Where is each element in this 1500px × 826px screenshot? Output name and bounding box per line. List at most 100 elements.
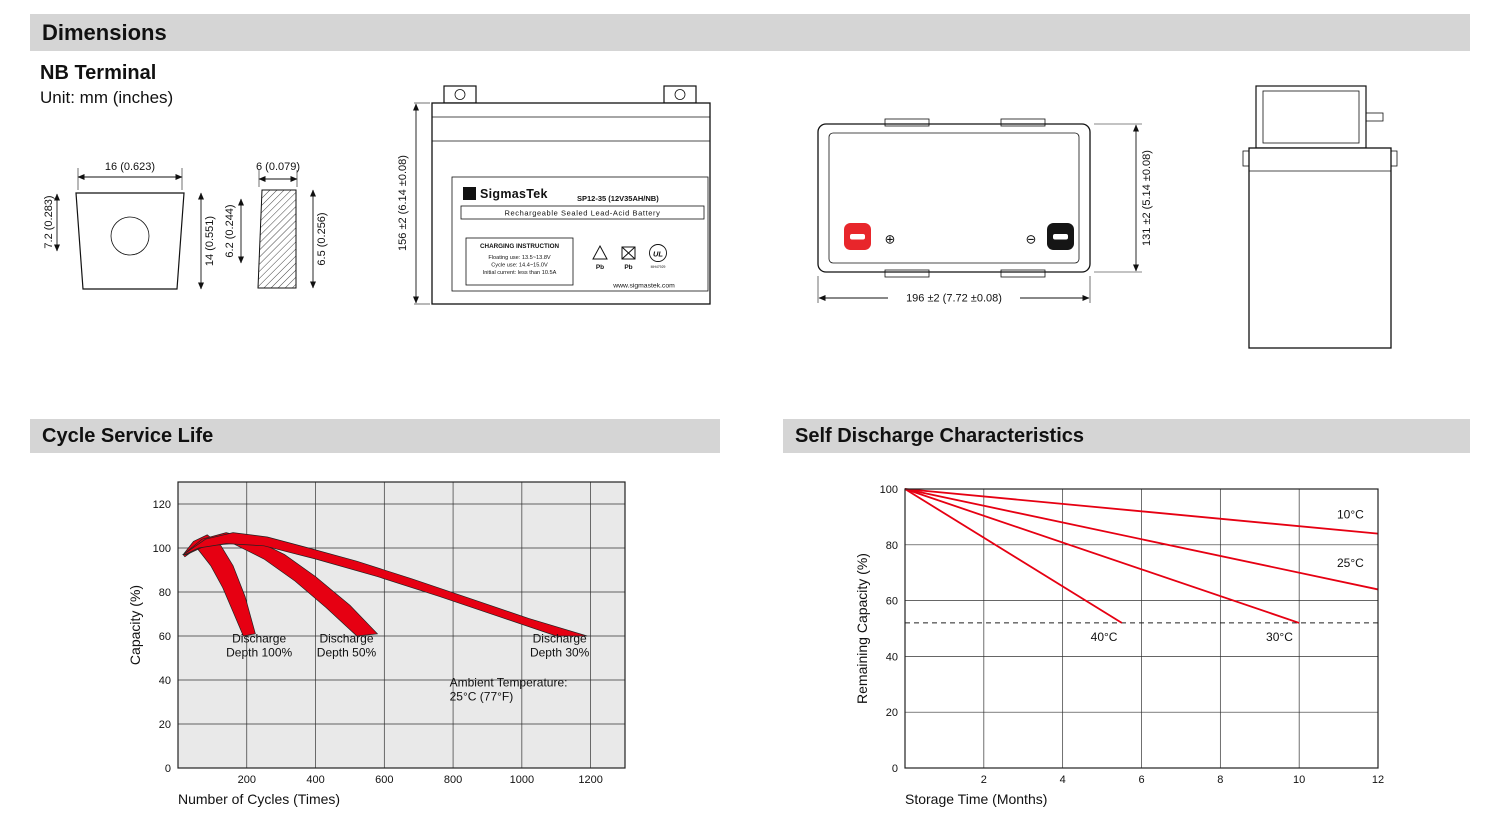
- x-tick-label: 200: [238, 774, 256, 786]
- charging-line-3: Initial current: less than 10.5A: [483, 270, 557, 276]
- x-tick-label: 12: [1372, 774, 1384, 786]
- charging-title: CHARGING INSTRUCTION: [480, 243, 560, 250]
- self-discharge-chart: 2 4 6 8 10 12 0 20 40 60 80 100 10°C 25°C 30°C 40°C Stor…: [854, 484, 1384, 807]
- battery-depth-label: 131 ±2 (5.14 ±0.08): [1141, 150, 1153, 246]
- battery-height-label: 156 ±2 (6.14 ±0.08): [397, 155, 409, 251]
- series-line: [904, 488, 1379, 591]
- ul-mark-icon: UL MH47929: [649, 244, 667, 269]
- terminal-hole: [110, 216, 150, 256]
- discharge-band: [182, 534, 256, 637]
- battery-body: [431, 102, 711, 305]
- x-tick-label: 6: [1138, 774, 1144, 786]
- svg-text:Pb: Pb: [596, 264, 604, 271]
- y-tick-label: 40: [159, 675, 171, 687]
- chart-annotation: Discharge: [319, 632, 373, 646]
- cycle-service-life-header: Cycle Service Life: [30, 419, 720, 453]
- y-tick-label: 40: [886, 651, 898, 663]
- chart-annotation: Depth 50%: [317, 646, 377, 660]
- terminal-front-drawing: 16 (0.623) 7.2 (0.283) 14 (0.551): [43, 161, 216, 290]
- battery-top-drawing: ⊕ ⊖ 196 ±2 (7.72 ±0.08) 131 ±2 (5.14 ±0.…: [817, 118, 1153, 305]
- plus-terminal-symbol: ⊕: [885, 232, 896, 247]
- x-tick-label: 600: [375, 774, 393, 786]
- x-tick-label: 2: [981, 774, 987, 786]
- series-label: 10°C: [1337, 507, 1364, 521]
- x-tick-label: 4: [1060, 774, 1066, 786]
- pb-recycle-icon: Pb: [592, 244, 608, 271]
- y-tick-label: 80: [159, 587, 171, 599]
- dimensions-section-header: Dimensions: [30, 14, 1470, 51]
- y-tick-label: 80: [886, 540, 898, 552]
- charging-line-2: Cycle use: 14.4~15.0V: [491, 263, 548, 269]
- x-tick-label: 8: [1217, 774, 1223, 786]
- charging-line-1: Floating use: 13.5~13.8V: [488, 255, 551, 261]
- y-axis-label: Remaining Capacity (%): [854, 553, 870, 704]
- chart-annotation: Ambient Temperature:: [450, 676, 568, 690]
- y-tick-label: 120: [153, 499, 171, 511]
- svg-text:UL: UL: [653, 250, 663, 259]
- series-label: 40°C: [1091, 630, 1118, 644]
- unit-note: Unit: mm (inches): [40, 88, 174, 107]
- positive-terminal-black: [1047, 223, 1074, 250]
- website-text: www.sigmastek.com: [612, 283, 675, 290]
- y-axis-label: Capacity (%): [127, 585, 143, 665]
- ul-file-number: MH47929: [651, 265, 666, 269]
- terminal-section-shape: [257, 189, 297, 289]
- model-number: SP12-35 (12V35AH/NB): [577, 194, 659, 203]
- minus-terminal-symbol: ⊖: [1026, 232, 1037, 247]
- battery-top-outline: [817, 123, 1091, 273]
- battery-label: [451, 176, 709, 292]
- chart-annotation: Discharge: [533, 632, 587, 646]
- terminal-side-width-label: 6 (0.079): [256, 161, 300, 173]
- x-tick-label: 800: [444, 774, 462, 786]
- x-axis-label: Storage Time (Months): [905, 791, 1047, 807]
- chart-annotation: Depth 100%: [226, 646, 292, 660]
- y-tick-label: 60: [886, 596, 898, 608]
- terminal-height-left-label: 7.2 (0.283): [43, 195, 55, 248]
- y-tick-label: 0: [892, 763, 898, 775]
- x-tick-label: 400: [306, 774, 324, 786]
- series-line: [904, 488, 1379, 535]
- battery-subtitle: Rechargeable Sealed Lead-Acid Battery: [504, 209, 660, 218]
- y-tick-label: 0: [165, 763, 171, 775]
- terminal-front-shape: [75, 192, 185, 290]
- pb-crossout-icon: Pb: [621, 246, 636, 271]
- series-line: [904, 488, 1123, 624]
- terminal-type-title: NB Terminal: [40, 62, 157, 84]
- x-tick-label: 10: [1293, 774, 1305, 786]
- negative-terminal-red: [844, 223, 871, 250]
- sigmastek-logo-icon: [463, 187, 476, 200]
- terminal-post-left: [443, 85, 477, 104]
- y-tick-label: 100: [880, 484, 898, 496]
- series-label: 25°C: [1337, 556, 1364, 570]
- y-tick-label: 60: [159, 631, 171, 643]
- self-discharge-header: Self Discharge Characteristics: [783, 419, 1470, 453]
- y-tick-label: 20: [159, 719, 171, 731]
- battery-side-drawing: [1242, 85, 1398, 349]
- logo-sigma-glyph: Σ: [466, 190, 472, 201]
- terminal-width-label: 16 (0.623): [105, 161, 155, 173]
- terminal-side-left-label: 6.2 (0.244): [224, 204, 236, 257]
- y-tick-label: 20: [886, 707, 898, 719]
- svg-text:Pb: Pb: [624, 264, 632, 271]
- x-axis-label: Number of Cycles (Times): [178, 791, 340, 807]
- terminal-post-right: [663, 85, 697, 104]
- battery-front-drawing: Σ SigmasTek SP12-35 (12V35AH/NB) Recharg…: [397, 85, 711, 305]
- side-terminal-housing: [1255, 85, 1367, 149]
- terminal-height-right-label: 14 (0.551): [204, 216, 216, 266]
- discharge-band: [182, 532, 588, 637]
- terminal-side-right-label: 6.5 (0.256): [316, 212, 328, 265]
- series-line: [904, 488, 1300, 624]
- dimension-drawings: 16 (0.623) 7.2 (0.283) 14 (0.551) 6 (0.0…: [43, 85, 1398, 349]
- x-tick-label: 1200: [578, 774, 602, 786]
- chart-annotation: 25°C (77°F): [450, 690, 514, 704]
- series-label: 30°C: [1266, 630, 1293, 644]
- terminal-side-drawing: 6 (0.079) 6.2 (0.244) 6.5 (0.256): [224, 161, 328, 289]
- battery-width-label: 196 ±2 (7.72 ±0.08): [906, 293, 1002, 305]
- brand-name: SigmasTek: [480, 187, 548, 201]
- y-tick-label: 100: [153, 543, 171, 555]
- chart-annotation: Discharge: [232, 632, 286, 646]
- x-tick-label: 1000: [510, 774, 534, 786]
- cycle-service-life-chart: 200 400 600 800 1000 1200 0 20 40 60 80 100 120 Disch…: [127, 481, 626, 807]
- side-body: [1248, 147, 1392, 349]
- chart-annotation: Depth 30%: [530, 646, 590, 660]
